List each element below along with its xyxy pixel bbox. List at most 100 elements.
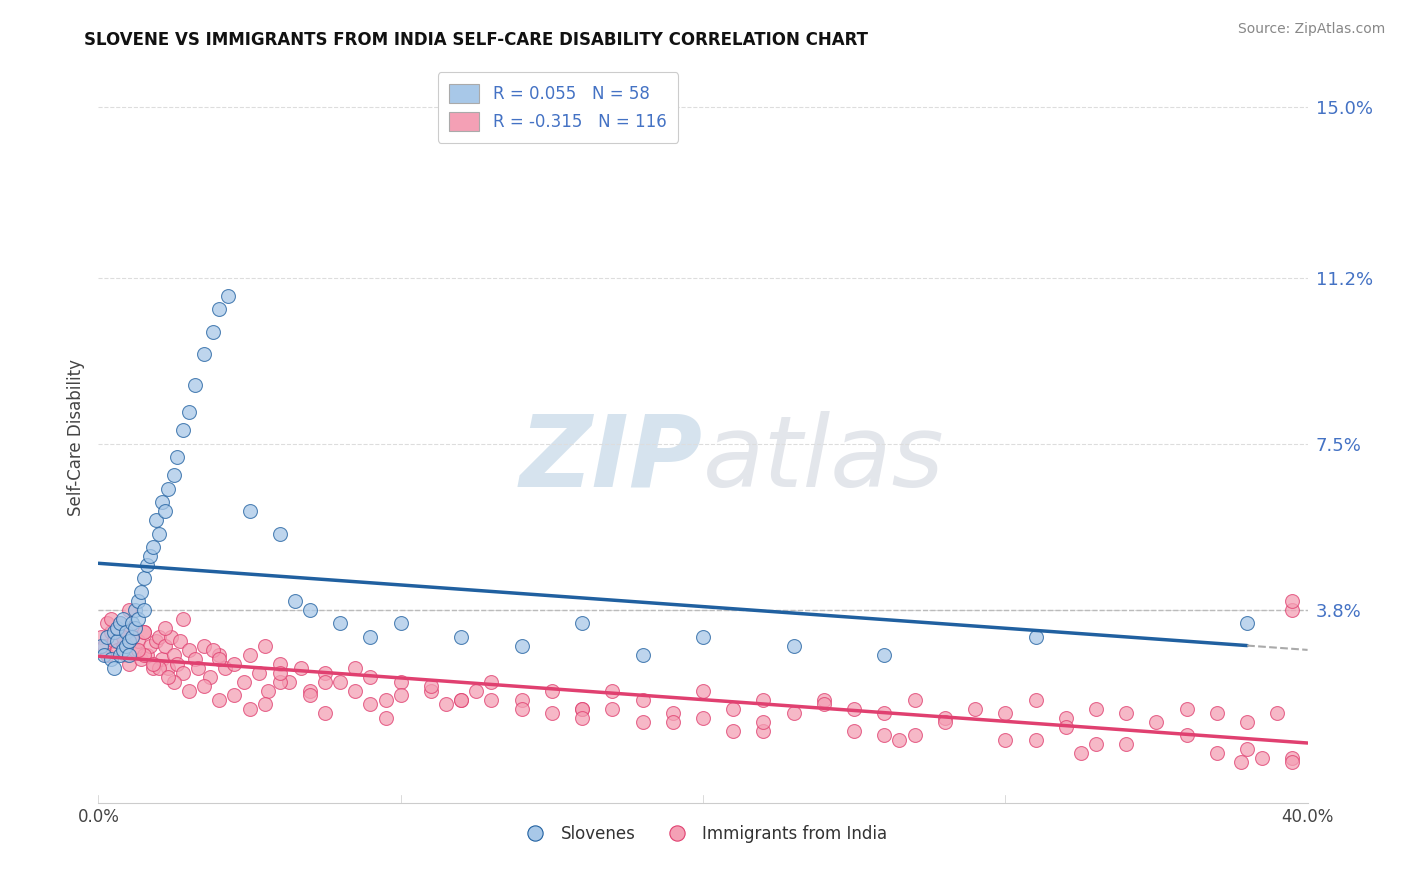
Point bbox=[256, 683, 278, 698]
Point bbox=[1115, 706, 1137, 720]
Point bbox=[253, 639, 276, 653]
Point bbox=[1085, 701, 1108, 715]
Point bbox=[631, 692, 654, 706]
Point bbox=[269, 665, 291, 680]
Point bbox=[121, 630, 143, 644]
Point bbox=[344, 683, 367, 698]
Point bbox=[1281, 603, 1303, 617]
Text: atlas: atlas bbox=[703, 410, 945, 508]
Point bbox=[217, 289, 239, 303]
Point bbox=[172, 612, 194, 626]
Point bbox=[114, 639, 136, 653]
Point bbox=[873, 706, 896, 720]
Point bbox=[571, 616, 593, 631]
Point bbox=[118, 621, 141, 635]
Point bbox=[299, 603, 322, 617]
Point bbox=[224, 657, 246, 671]
Point bbox=[111, 639, 134, 653]
Point bbox=[661, 706, 683, 720]
Point bbox=[269, 657, 291, 671]
Point bbox=[314, 674, 336, 689]
Point bbox=[105, 634, 128, 648]
Point bbox=[118, 634, 141, 648]
Point bbox=[692, 683, 714, 698]
Point bbox=[1175, 701, 1198, 715]
Point bbox=[135, 558, 157, 572]
Point bbox=[540, 683, 562, 698]
Point bbox=[121, 630, 143, 644]
Point bbox=[127, 594, 149, 608]
Point bbox=[105, 625, 128, 640]
Point bbox=[1267, 706, 1289, 720]
Point bbox=[344, 661, 367, 675]
Point bbox=[103, 661, 125, 675]
Point bbox=[314, 665, 336, 680]
Point bbox=[1236, 714, 1258, 729]
Point bbox=[124, 643, 146, 657]
Point bbox=[813, 692, 835, 706]
Point bbox=[148, 630, 170, 644]
Point bbox=[434, 697, 457, 711]
Point bbox=[1281, 751, 1303, 765]
Point bbox=[994, 706, 1017, 720]
Point bbox=[450, 692, 472, 706]
Point bbox=[105, 621, 128, 635]
Point bbox=[100, 612, 122, 626]
Point bbox=[1070, 747, 1092, 761]
Point bbox=[132, 648, 155, 662]
Point bbox=[389, 616, 412, 631]
Point bbox=[253, 697, 276, 711]
Text: ZIP: ZIP bbox=[520, 410, 703, 508]
Point bbox=[1054, 710, 1077, 724]
Point bbox=[934, 714, 956, 729]
Point bbox=[1054, 719, 1077, 733]
Point bbox=[163, 674, 186, 689]
Y-axis label: Self-Care Disability: Self-Care Disability bbox=[66, 359, 84, 516]
Point bbox=[208, 302, 231, 317]
Point bbox=[374, 710, 396, 724]
Point bbox=[904, 729, 927, 743]
Point bbox=[124, 621, 146, 635]
Point bbox=[247, 665, 270, 680]
Point bbox=[239, 648, 262, 662]
Point bbox=[184, 652, 207, 666]
Point bbox=[904, 692, 927, 706]
Point bbox=[813, 697, 835, 711]
Point bbox=[166, 657, 188, 671]
Point bbox=[510, 639, 533, 653]
Point bbox=[100, 652, 122, 666]
Point bbox=[752, 714, 775, 729]
Point bbox=[290, 661, 312, 675]
Point bbox=[510, 692, 533, 706]
Point bbox=[1085, 738, 1108, 752]
Point bbox=[1281, 594, 1303, 608]
Point bbox=[208, 652, 231, 666]
Point bbox=[179, 643, 201, 657]
Point bbox=[111, 643, 134, 657]
Point bbox=[873, 729, 896, 743]
Point bbox=[631, 648, 654, 662]
Point bbox=[692, 710, 714, 724]
Point bbox=[202, 643, 225, 657]
Point bbox=[540, 706, 562, 720]
Point bbox=[132, 603, 155, 617]
Point bbox=[360, 670, 382, 684]
Point bbox=[360, 697, 382, 711]
Point bbox=[129, 652, 152, 666]
Point bbox=[1281, 756, 1303, 770]
Point bbox=[132, 625, 155, 640]
Point bbox=[299, 683, 322, 698]
Point bbox=[481, 674, 503, 689]
Point bbox=[139, 639, 162, 653]
Point bbox=[103, 625, 125, 640]
Point bbox=[193, 347, 215, 361]
Point bbox=[889, 733, 911, 747]
Point bbox=[184, 378, 207, 392]
Point bbox=[965, 701, 987, 715]
Point bbox=[208, 692, 231, 706]
Point bbox=[145, 513, 167, 527]
Point bbox=[783, 639, 806, 653]
Point bbox=[934, 710, 956, 724]
Point bbox=[631, 714, 654, 729]
Point bbox=[389, 674, 412, 689]
